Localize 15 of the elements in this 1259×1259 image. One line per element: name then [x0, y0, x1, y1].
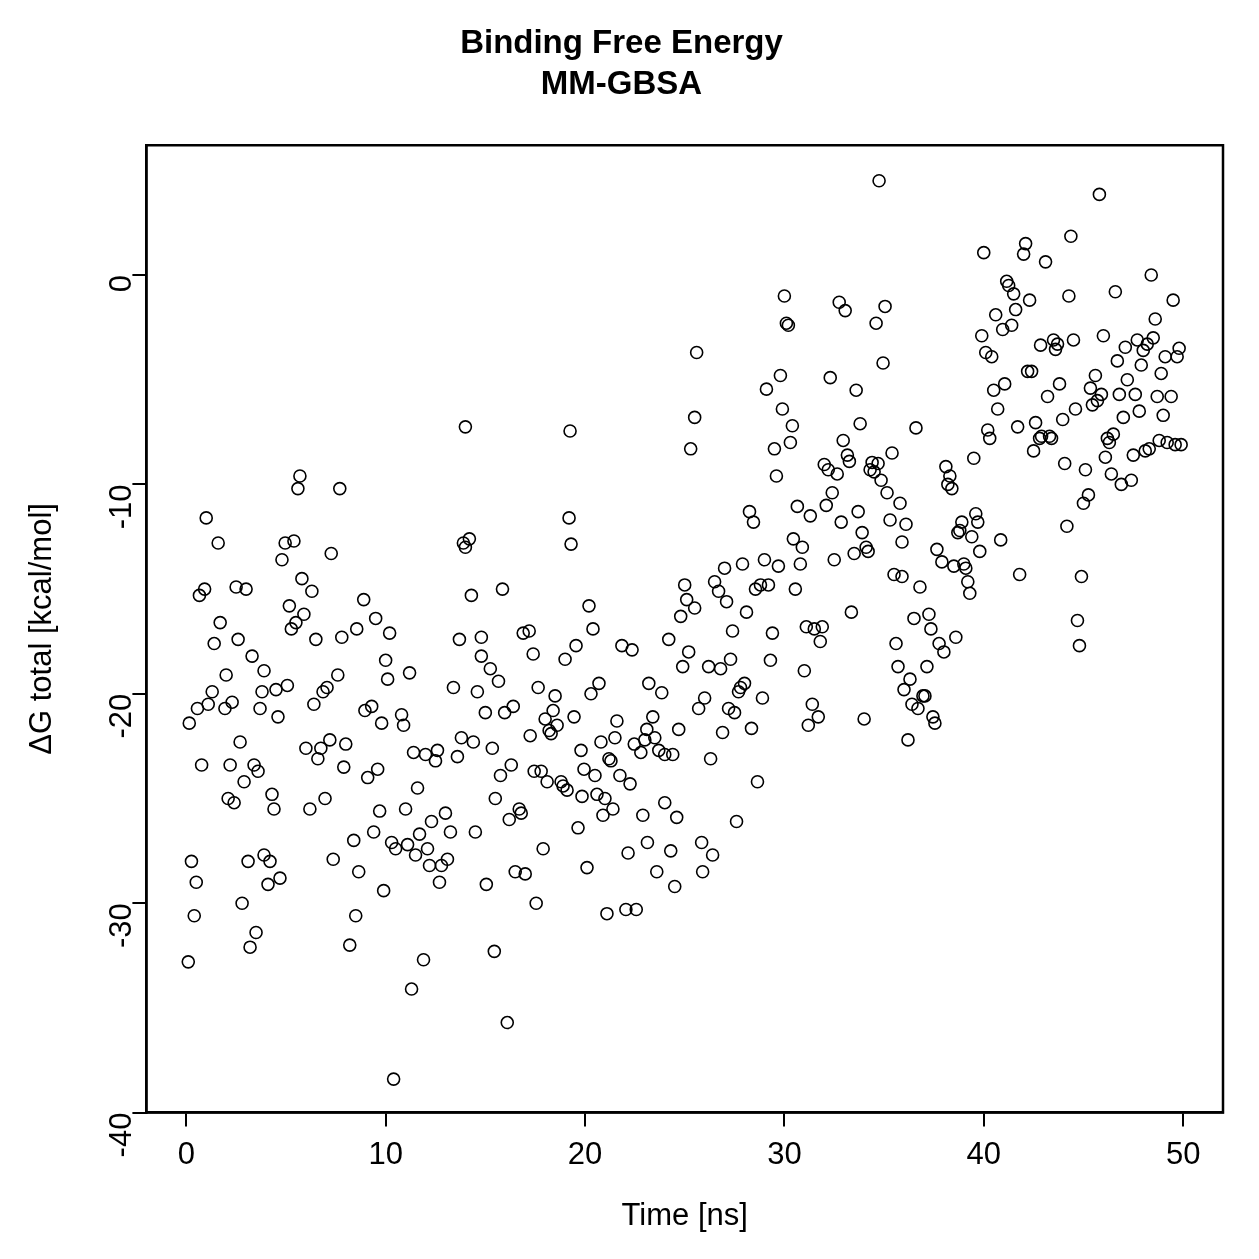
- x-axis-title: Time [ns]: [621, 1196, 748, 1232]
- y-tick-label: -30: [102, 903, 138, 949]
- x-tick-label: 40: [966, 1135, 1001, 1171]
- y-axis-title: ΔG total [kcal/mol]: [23, 503, 59, 755]
- chart-title: Binding Free Energy: [460, 22, 784, 60]
- x-tick-label: 30: [767, 1135, 802, 1171]
- y-tick-label: 0: [102, 275, 138, 293]
- y-tick-label: -40: [102, 1112, 138, 1158]
- x-tick-label: 10: [368, 1135, 403, 1171]
- chart-subtitle: MM-GBSA: [540, 64, 703, 102]
- x-tick-label: 0: [177, 1135, 195, 1171]
- y-tick-label: -10: [102, 484, 138, 530]
- y-tick-label: -20: [102, 693, 138, 739]
- x-tick-label: 50: [1165, 1135, 1201, 1171]
- x-tick-label: 20: [567, 1135, 603, 1171]
